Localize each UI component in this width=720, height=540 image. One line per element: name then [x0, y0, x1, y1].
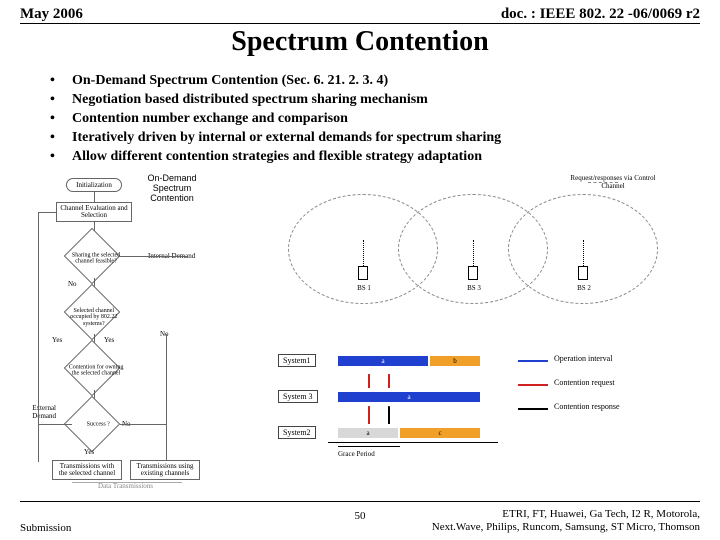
label-no: No [160, 330, 169, 338]
bs-label: BS 3 [462, 284, 486, 292]
contention-arrow [368, 374, 370, 388]
footer-left: Submission [20, 522, 71, 534]
flow-line [38, 212, 56, 213]
flow-line [94, 192, 95, 202]
bar-b: b [430, 356, 480, 366]
flow-diamond-occupied: Selected channel occupied by 802.22 syst… [64, 284, 121, 341]
bs-icon [578, 266, 588, 280]
flow-diamond-feasible: Sharing the selected channel feasible? [64, 228, 121, 285]
sys-label: System 3 [278, 390, 318, 403]
bar-a: a [338, 428, 398, 438]
bar-c: c [400, 428, 480, 438]
footer: Submission 50 ETRI, FT, Huawei, Ga Tech,… [20, 508, 700, 534]
antenna [583, 240, 584, 266]
bar-a: a [338, 356, 428, 366]
contention-arrow [388, 406, 390, 424]
legend-text: Contention request [554, 378, 615, 387]
sys-label: System1 [278, 354, 316, 367]
diagram-area: Initialization On-Demand Spectrum Conten… [28, 174, 692, 484]
page-title: Spectrum Contention [0, 26, 720, 58]
contention-arrow [388, 374, 390, 388]
bs-label: BS 2 [572, 284, 596, 292]
flow-line [166, 334, 167, 460]
bar-a: a [338, 392, 480, 402]
flow-diamond-success: Success ? [64, 396, 121, 453]
bullet-item: Contention number exchange and compariso… [50, 110, 680, 129]
grace-label: Grace Period [338, 450, 375, 458]
sys-label: System2 [278, 426, 316, 439]
header-underline [20, 23, 700, 24]
antenna [363, 240, 364, 266]
label-yes: Yes [84, 448, 94, 456]
bullet-item: On-Demand Spectrum Contention (Sec. 6. 2… [50, 72, 680, 91]
bs-label: BS 1 [352, 284, 376, 292]
flow-diamond-contention: Contention for owning the selected chann… [64, 340, 121, 397]
antenna [473, 240, 474, 266]
legend-line-red [518, 384, 548, 386]
flow-title: On-Demand Spectrum Contention [132, 174, 212, 204]
flow-tx-selected: Transmissions with the selected channel [52, 460, 122, 480]
label-external: External Demand [16, 404, 56, 420]
map-leader [588, 182, 618, 183]
label-yes: Yes [104, 336, 114, 344]
header: May 2006 doc. : IEEE 802. 22 -06/0069 r2 [0, 0, 720, 23]
flow-tx-existing: Transmissions using existing channels [130, 460, 200, 480]
legend-text: Contention response [554, 402, 620, 411]
bullet-item: Iteratively driven by internal or extern… [50, 129, 680, 148]
header-doc: doc. : IEEE 802. 22 -06/0069 r2 [501, 6, 700, 23]
footer-right: ETRI, FT, Huawei, Ga Tech, I2 R, Motorol… [432, 508, 700, 534]
flow-eval: Channel Evaluation and Selection [56, 202, 132, 222]
flow-init: Initialization [66, 178, 122, 192]
bullet-item: Negotiation based distributed spectrum s… [50, 91, 680, 110]
bs-icon [468, 266, 478, 280]
bs-icon [358, 266, 368, 280]
label-yes: Yes [52, 336, 62, 344]
footer-page: 50 [355, 510, 366, 522]
flow-line [118, 256, 188, 257]
legend-text: Operation interval [554, 354, 612, 363]
flow-line [38, 424, 72, 425]
contention-arrow [368, 406, 370, 424]
flow-data-label: Data Transmissions [98, 482, 153, 490]
header-date: May 2006 [20, 6, 83, 23]
grace-brace [338, 446, 400, 447]
label-no: No [68, 280, 77, 288]
flow-line [120, 424, 166, 425]
bullet-list: On-Demand Spectrum Contention (Sec. 6. 2… [50, 72, 680, 166]
time-axis [328, 442, 498, 443]
footer-line [20, 501, 700, 502]
bullet-item: Allow different contention strategies an… [50, 148, 680, 167]
legend-line-blue [518, 360, 548, 362]
legend-line-black [518, 408, 548, 410]
